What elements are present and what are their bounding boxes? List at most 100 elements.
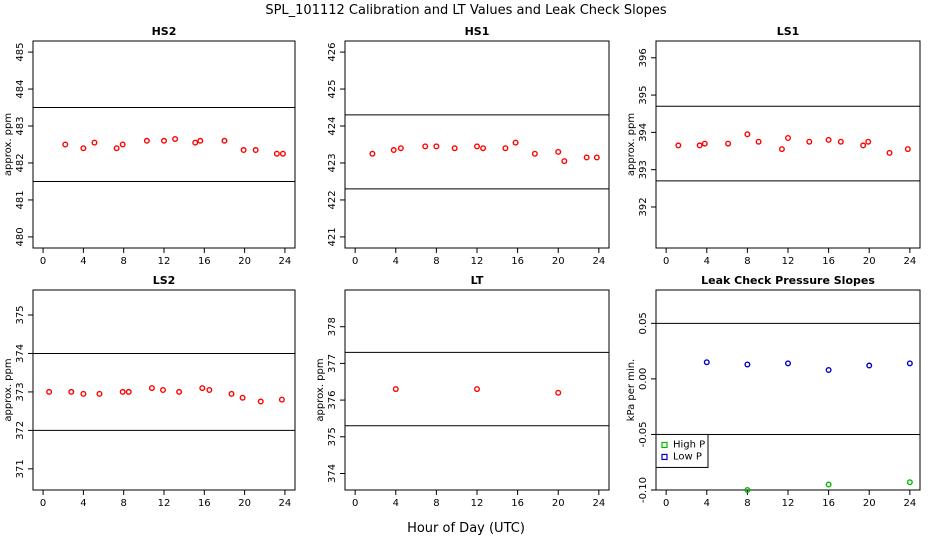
- x-tick-label: 4: [393, 498, 399, 509]
- x-tick-label: 8: [744, 498, 750, 509]
- x-tick-label: 12: [158, 498, 171, 509]
- x-tick-label: 24: [279, 256, 292, 267]
- y-tick-label: 0.05: [638, 312, 649, 334]
- plot-frame: [32, 40, 296, 249]
- data-point: [422, 143, 429, 150]
- data-point: [744, 361, 751, 368]
- legend-marker: [661, 441, 668, 449]
- data-point: [176, 388, 183, 395]
- panel-title: LS2: [153, 274, 176, 287]
- x-axis-title: Hour of Day (UTC): [407, 521, 525, 536]
- data-point: [744, 131, 751, 138]
- x-tick-label: 8: [121, 498, 127, 509]
- data-point: [865, 138, 872, 145]
- y-tick-label: 426: [327, 43, 338, 62]
- data-point: [474, 143, 481, 150]
- y-tick-label: 374: [15, 344, 26, 363]
- chart-panel: LT 0 4 8 12 16 20 24 374 375 376 377 378 approx. ppm: [315, 274, 610, 509]
- y-axis-label: approx. ppm: [315, 358, 326, 421]
- x-tick-label: 20: [863, 256, 876, 267]
- data-point: [390, 147, 397, 154]
- data-point: [906, 360, 913, 367]
- data-point: [160, 137, 167, 144]
- figure-title: SPL_101112 Calibration and LT Values and…: [265, 3, 667, 18]
- x-tick-label: 8: [121, 256, 127, 267]
- x-tick-label: 8: [433, 256, 439, 267]
- data-point: [675, 142, 682, 149]
- y-tick-label: 480: [15, 227, 26, 246]
- data-point: [252, 147, 259, 154]
- data-point: [561, 158, 568, 165]
- y-tick-label: 484: [15, 80, 26, 99]
- y-axis-label: kPa per min.: [626, 359, 637, 422]
- chart-panel: HS1 0 4 8 12 16 20 24 421 422 423 424 425 426: [327, 25, 610, 267]
- x-tick-label: 12: [471, 498, 484, 509]
- y-tick-label: 373: [15, 382, 26, 401]
- data-point: [197, 137, 204, 144]
- data-point: [451, 145, 458, 152]
- data-point: [239, 394, 246, 401]
- data-point: [593, 154, 600, 161]
- y-tick-label: -0.10: [638, 477, 649, 503]
- x-tick-label: 24: [592, 498, 605, 509]
- y-tick-label: 483: [15, 116, 26, 135]
- x-tick-label: 0: [40, 256, 46, 267]
- x-tick-label: 0: [663, 256, 669, 267]
- y-axis-label: approx. ppm: [3, 358, 14, 421]
- data-point: [199, 385, 206, 392]
- data-point: [80, 145, 87, 152]
- x-tick-label: 12: [782, 498, 795, 509]
- data-point: [80, 390, 87, 397]
- data-point: [113, 145, 120, 152]
- data-point: [725, 140, 732, 147]
- y-tick-label: 394: [638, 123, 649, 142]
- data-point: [480, 145, 487, 152]
- y-tick-label: 376: [327, 391, 338, 410]
- legend-marker: [661, 453, 668, 461]
- legend-box: [655, 433, 709, 468]
- data-point: [119, 141, 126, 148]
- y-tick-label: 485: [15, 43, 26, 62]
- data-point: [785, 134, 792, 141]
- panel-title: HS1: [465, 25, 490, 38]
- x-tick-label: 12: [782, 256, 795, 267]
- data-point: [696, 142, 703, 149]
- x-tick-label: 0: [40, 498, 46, 509]
- data-point: [206, 387, 213, 394]
- data-point: [904, 146, 911, 153]
- data-point: [125, 388, 132, 395]
- data-point: [228, 390, 235, 397]
- y-tick-label: 377: [327, 354, 338, 373]
- data-point: [825, 136, 832, 143]
- x-tick-label: 8: [433, 498, 439, 509]
- data-point: [159, 387, 166, 394]
- y-tick-label: 0.00: [638, 368, 649, 390]
- data-point: [240, 147, 247, 154]
- x-tick-label: 24: [279, 498, 292, 509]
- data-point: [397, 145, 404, 152]
- legend-label: Low P: [673, 451, 702, 462]
- data-point: [866, 362, 873, 369]
- panel-title: Leak Check Pressure Slopes: [701, 274, 875, 287]
- data-point: [46, 388, 53, 395]
- data-point: [744, 487, 751, 494]
- chart-panel: Leak Check Pressure Slopes 0 4 8 12 16 20 24 -0.…: [626, 274, 921, 509]
- x-tick-label: 4: [80, 256, 86, 267]
- x-tick-label: 12: [158, 256, 171, 267]
- data-point: [474, 386, 481, 393]
- x-tick-label: 8: [744, 256, 750, 267]
- x-tick-label: 20: [552, 256, 565, 267]
- y-tick-label: 374: [327, 464, 338, 483]
- x-tick-label: 12: [471, 256, 484, 267]
- data-point: [278, 396, 285, 403]
- data-point: [886, 149, 893, 156]
- x-tick-label: 16: [511, 256, 524, 267]
- y-tick-label: -0.05: [638, 422, 649, 448]
- x-tick-label: 4: [80, 498, 86, 509]
- x-tick-label: 4: [704, 498, 710, 509]
- y-tick-label: 375: [327, 427, 338, 446]
- plot-frame: [344, 289, 610, 491]
